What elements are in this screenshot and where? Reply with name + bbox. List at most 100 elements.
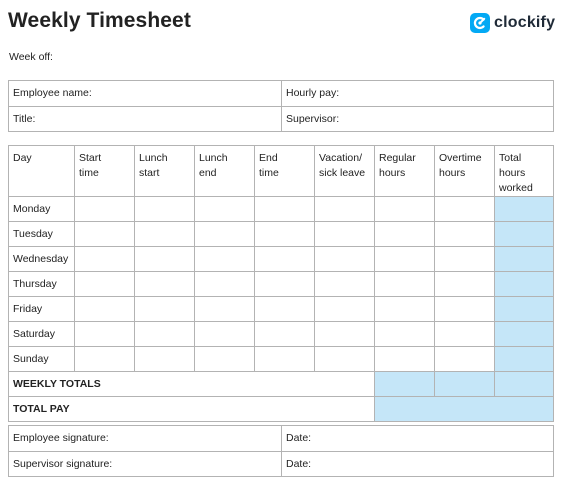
table-row: Tuesday [8, 221, 554, 247]
total-hours-cell[interactable] [494, 221, 554, 247]
column-header: Vacation/sick leave [314, 145, 375, 197]
table-cell[interactable] [254, 221, 315, 247]
table-cell[interactable] [194, 271, 255, 297]
week-of-label: Week off: [9, 51, 53, 63]
table-cell[interactable] [374, 196, 435, 222]
table-cell[interactable] [194, 221, 255, 247]
employee-date-field[interactable]: Date: [282, 426, 553, 451]
column-header: Lunch end [194, 145, 255, 197]
table-cell[interactable] [374, 246, 435, 272]
table-cell[interactable] [194, 321, 255, 347]
supervisor-date-field[interactable]: Date: [282, 452, 553, 476]
table-cell[interactable] [74, 321, 135, 347]
total-pay-label: TOTAL PAY [8, 396, 375, 422]
weekly-totals-label: WEEKLY TOTALS [8, 371, 375, 397]
table-cell[interactable] [314, 196, 375, 222]
table-cell[interactable] [314, 246, 375, 272]
table-cell[interactable] [254, 271, 315, 297]
total-hours-cell[interactable] [494, 296, 554, 322]
table-cell[interactable] [434, 246, 495, 272]
employee-name-label: Employee name: [13, 87, 92, 99]
table-cell[interactable] [434, 271, 495, 297]
day-label: Friday [8, 296, 75, 322]
column-header: Day [8, 145, 75, 197]
table-cell[interactable] [194, 296, 255, 322]
table-cell[interactable] [254, 246, 315, 272]
employee-signature-field[interactable]: Employee signature: [9, 426, 282, 451]
table-cell[interactable] [194, 346, 255, 372]
total-pay-cell[interactable] [374, 396, 554, 422]
table-cell[interactable] [254, 321, 315, 347]
table-cell[interactable] [314, 346, 375, 372]
table-cell[interactable] [314, 296, 375, 322]
table-cell[interactable] [74, 196, 135, 222]
column-header: End time [254, 145, 315, 197]
total-hours-cell[interactable] [494, 321, 554, 347]
date-label: Date: [286, 432, 312, 444]
table-cell[interactable] [434, 221, 495, 247]
employee-signature-label: Employee signature: [13, 432, 109, 444]
table-cell[interactable] [374, 321, 435, 347]
table-cell[interactable] [254, 346, 315, 372]
total-pay-row: TOTAL PAY [8, 396, 554, 422]
table-cell[interactable] [134, 221, 195, 247]
table-cell[interactable] [74, 346, 135, 372]
table-row: Sunday [8, 346, 554, 372]
supervisor-signature-field[interactable]: Supervisor signature: [9, 452, 282, 476]
supervisor-field[interactable]: Supervisor: [282, 107, 553, 131]
table-cell[interactable] [194, 196, 255, 222]
title-field[interactable]: Title: [9, 107, 282, 131]
table-cell[interactable] [134, 196, 195, 222]
table-cell[interactable] [134, 346, 195, 372]
table-row: Friday [8, 296, 554, 322]
title-label: Title: [13, 113, 36, 125]
table-cell[interactable] [374, 221, 435, 247]
day-label: Saturday [8, 321, 75, 347]
total-hours-cell[interactable] [494, 246, 554, 272]
clockify-logo: clockify [470, 12, 555, 34]
table-cell[interactable] [314, 271, 375, 297]
column-header: Start time [74, 145, 135, 197]
weekly-regular-hours-cell[interactable] [374, 371, 435, 397]
day-label: Monday [8, 196, 75, 222]
day-label: Tuesday [8, 221, 75, 247]
table-cell[interactable] [74, 246, 135, 272]
total-hours-cell[interactable] [494, 196, 554, 222]
employee-name-field[interactable]: Employee name: [9, 81, 282, 106]
table-cell[interactable] [314, 221, 375, 247]
timesheet-table: Day Start time Lunch start Lunch end End tim… [8, 145, 554, 422]
signature-box: Employee signature: Date: Supervisor sig… [8, 425, 554, 477]
weekly-overtime-hours-cell[interactable] [434, 371, 495, 397]
signature-row: Supervisor signature: Date: [9, 451, 553, 476]
total-hours-cell[interactable] [494, 271, 554, 297]
weekly-total-hours-cell[interactable] [494, 371, 554, 397]
supervisor-signature-label: Supervisor signature: [13, 458, 113, 470]
table-cell[interactable] [134, 246, 195, 272]
table-cell[interactable] [314, 321, 375, 347]
day-label: Wednesday [8, 246, 75, 272]
table-cell[interactable] [254, 196, 315, 222]
table-row: Monday [8, 196, 554, 222]
hourly-pay-field[interactable]: Hourly pay: [282, 81, 553, 106]
table-cell[interactable] [374, 346, 435, 372]
table-cell[interactable] [434, 296, 495, 322]
table-cell[interactable] [374, 296, 435, 322]
table-cell[interactable] [434, 346, 495, 372]
table-cell[interactable] [434, 321, 495, 347]
day-label: Sunday [8, 346, 75, 372]
table-cell[interactable] [134, 321, 195, 347]
table-cell[interactable] [74, 296, 135, 322]
table-cell[interactable] [134, 296, 195, 322]
table-cell[interactable] [194, 246, 255, 272]
column-header: Overtime hours [434, 145, 495, 197]
table-cell[interactable] [74, 271, 135, 297]
date-label: Date: [286, 458, 312, 470]
table-cell[interactable] [434, 196, 495, 222]
table-row: Saturday [8, 321, 554, 347]
table-cell[interactable] [74, 221, 135, 247]
table-cell[interactable] [374, 271, 435, 297]
column-header: Lunch start [134, 145, 195, 197]
table-cell[interactable] [254, 296, 315, 322]
table-cell[interactable] [134, 271, 195, 297]
total-hours-cell[interactable] [494, 346, 554, 372]
